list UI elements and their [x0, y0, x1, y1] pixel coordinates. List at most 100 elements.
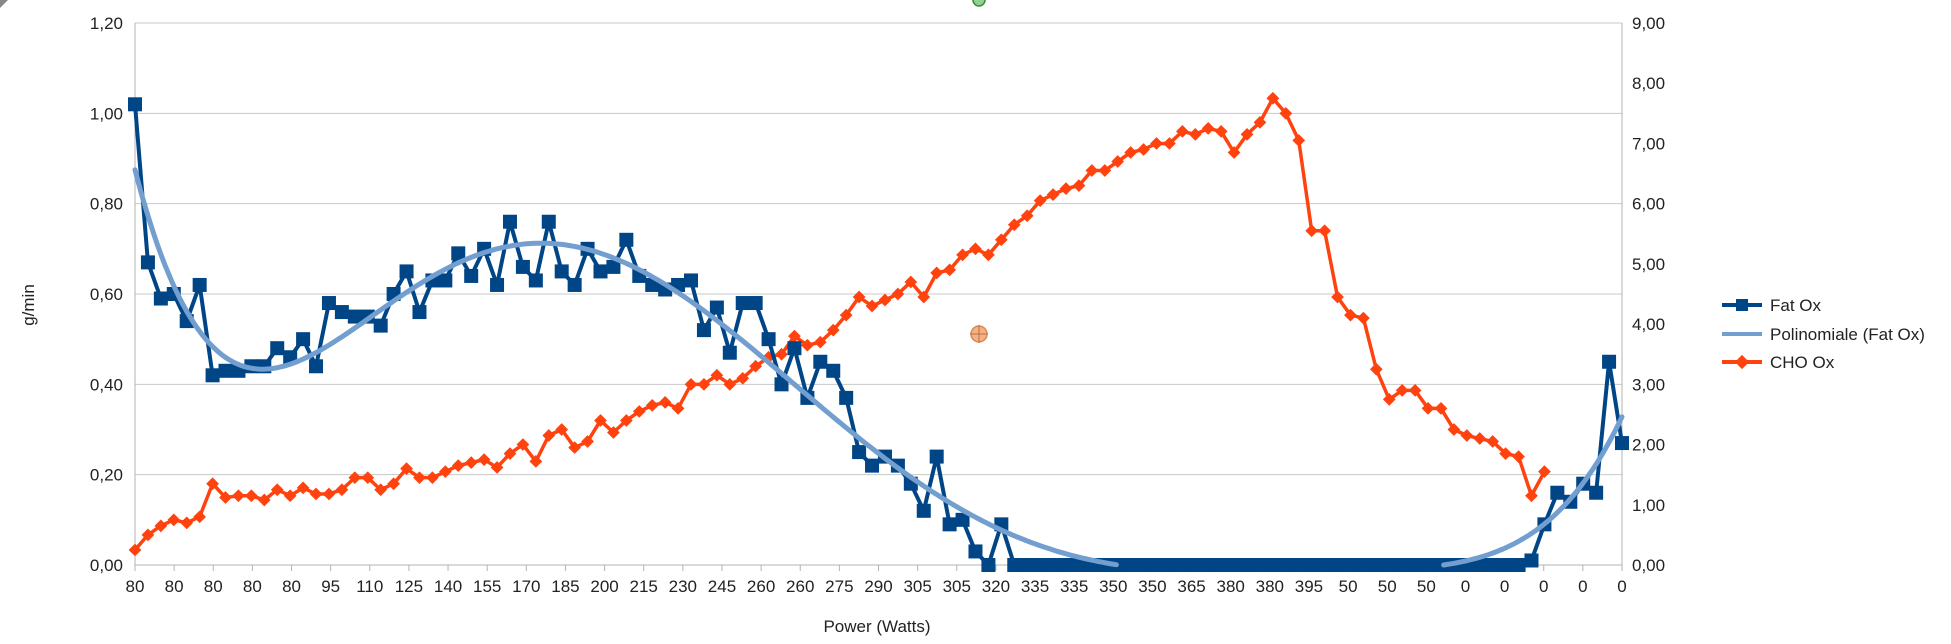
x-tick-label: 140 [434, 577, 462, 596]
cho-point [257, 493, 271, 507]
fat-point [1304, 558, 1319, 572]
cho-point [1292, 134, 1306, 147]
x-tick-label: 155 [473, 577, 501, 596]
x-tick-label: 80 [126, 577, 145, 596]
left-tick-label: 0,60 [90, 285, 123, 304]
fat-point [373, 318, 388, 333]
x-tick-label: 200 [590, 577, 618, 596]
fat-point [438, 273, 453, 288]
fat-point [1524, 553, 1539, 568]
x-tick-label: 245 [708, 577, 736, 596]
rotation-handle[interactable] [972, 0, 986, 7]
fat-point [1511, 558, 1526, 572]
cho-point [1512, 450, 1525, 463]
x-tick-label: 260 [786, 577, 814, 596]
fat-point [1330, 558, 1345, 572]
fat-point [1020, 558, 1035, 572]
cho-point [1538, 465, 1551, 479]
cho-point [658, 396, 672, 409]
x-tick-label: 0 [1461, 577, 1470, 596]
right-tick-label: 9,00 [1632, 14, 1665, 33]
x-tick-label: 290 [864, 577, 892, 596]
cho-point [361, 471, 375, 485]
fat-point [1395, 558, 1410, 572]
fat-point [865, 458, 880, 473]
cho-point [1059, 182, 1073, 195]
x-tick-label: 350 [1138, 577, 1166, 596]
x-tick-label: 80 [243, 577, 262, 596]
cho-point [1188, 128, 1202, 141]
cho-point [542, 429, 556, 442]
cho-point [1305, 224, 1319, 238]
fat-point [942, 517, 957, 532]
x-tick-label: 320 [982, 577, 1010, 596]
fat-point [1356, 558, 1371, 572]
fat-point [1278, 558, 1293, 572]
fat-point [451, 246, 466, 261]
fat-point [464, 268, 479, 283]
right-tick-label: 6,00 [1632, 195, 1665, 214]
cho-point [1525, 489, 1538, 503]
cho-point [426, 471, 439, 485]
cho-point [1020, 209, 1034, 223]
fat-point [347, 309, 362, 324]
cho-point [400, 462, 413, 476]
fat-point [1033, 558, 1048, 572]
fat-point [1421, 558, 1436, 572]
fat-point [1071, 558, 1086, 572]
cho-point [490, 461, 504, 474]
cho-point [451, 459, 465, 472]
fat-point [916, 503, 931, 518]
fat-point [1201, 558, 1216, 572]
fat-point [1433, 558, 1448, 572]
cho-point [464, 456, 478, 469]
corner-handle-icon[interactable] [0, 0, 8, 8]
cho-point [180, 516, 194, 530]
fat-point [1498, 558, 1513, 572]
fat-point [981, 558, 996, 572]
fat-point [412, 305, 427, 320]
fat-point [1240, 558, 1255, 572]
fat-point [541, 214, 556, 229]
cho-point [270, 483, 284, 497]
fat-point [140, 255, 155, 270]
cho-point [193, 510, 207, 524]
fat-point [696, 323, 711, 338]
fat-point [709, 300, 724, 315]
fat-point [1265, 558, 1280, 572]
x-tick-label: 0 [1539, 577, 1548, 596]
x-tick-label: 335 [1021, 577, 1049, 596]
cho-point [1137, 143, 1150, 156]
x-tick-label: 170 [512, 577, 540, 596]
cho-point [930, 266, 944, 280]
handle-marker[interactable] [970, 325, 988, 343]
cho-point [219, 491, 232, 504]
cho-point [413, 471, 426, 485]
cho-point [671, 402, 685, 415]
x-axis-ticks: 80 80 80 80 80 95 110 125 140 155 170 185 200 215 230 2… [126, 577, 1627, 596]
left-tick-label: 0,20 [90, 466, 123, 485]
right-tick-label: 5,00 [1632, 255, 1665, 274]
cho-point [232, 489, 245, 503]
legend: Fat Ox Polinomiale (Fat Ox) CHO Ox [1722, 296, 1925, 372]
cho-point [167, 513, 181, 527]
left-tick-label: 0,80 [90, 195, 123, 214]
x-tick-label: 275 [825, 577, 853, 596]
x-tick-label: 230 [669, 577, 697, 596]
cho-point [438, 465, 452, 479]
cho-point [296, 481, 310, 495]
fat-point [955, 512, 970, 527]
fat-point [270, 341, 285, 356]
x-tick-label: 50 [1417, 577, 1436, 596]
fat-point [515, 259, 530, 274]
fat-point [1485, 558, 1500, 572]
left-tick-label: 1,20 [90, 14, 123, 33]
fat-point [735, 296, 750, 311]
axes [134, 23, 1623, 571]
left-tick-label: 0,40 [90, 375, 123, 394]
legend-fat-marker [1736, 299, 1748, 311]
fat-point [606, 259, 621, 274]
x-tick-label: 50 [1339, 577, 1358, 596]
right-tick-label: 2,00 [1632, 436, 1665, 455]
